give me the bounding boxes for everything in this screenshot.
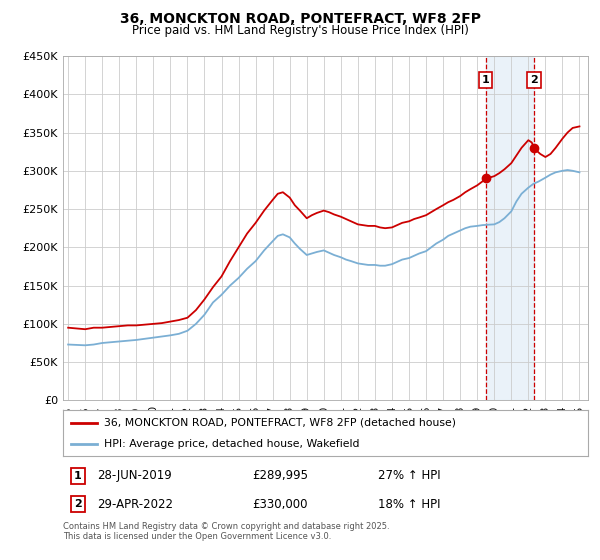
Text: 2: 2	[74, 500, 82, 509]
Text: 29-APR-2022: 29-APR-2022	[97, 498, 173, 511]
Text: 28-JUN-2019: 28-JUN-2019	[97, 469, 172, 482]
Text: 36, MONCKTON ROAD, PONTEFRACT, WF8 2FP (detached house): 36, MONCKTON ROAD, PONTEFRACT, WF8 2FP (…	[104, 418, 456, 428]
Text: Contains HM Land Registry data © Crown copyright and database right 2025.
This d: Contains HM Land Registry data © Crown c…	[63, 522, 389, 542]
Bar	[485, 56, 534, 400]
Text: HPI: Average price, detached house, Wakefield: HPI: Average price, detached house, Wake…	[104, 439, 359, 449]
Text: 18% ↑ HPI: 18% ↑ HPI	[378, 498, 440, 511]
Text: 36, MONCKTON ROAD, PONTEFRACT, WF8 2FP: 36, MONCKTON ROAD, PONTEFRACT, WF8 2FP	[119, 12, 481, 26]
Text: 2: 2	[530, 75, 538, 85]
Text: £330,000: £330,000	[252, 498, 308, 511]
Text: 27% ↑ HPI: 27% ↑ HPI	[378, 469, 440, 482]
Text: £289,995: £289,995	[252, 469, 308, 482]
Text: 1: 1	[482, 75, 490, 85]
Text: 1: 1	[74, 471, 82, 480]
Text: Price paid vs. HM Land Registry's House Price Index (HPI): Price paid vs. HM Land Registry's House …	[131, 24, 469, 37]
